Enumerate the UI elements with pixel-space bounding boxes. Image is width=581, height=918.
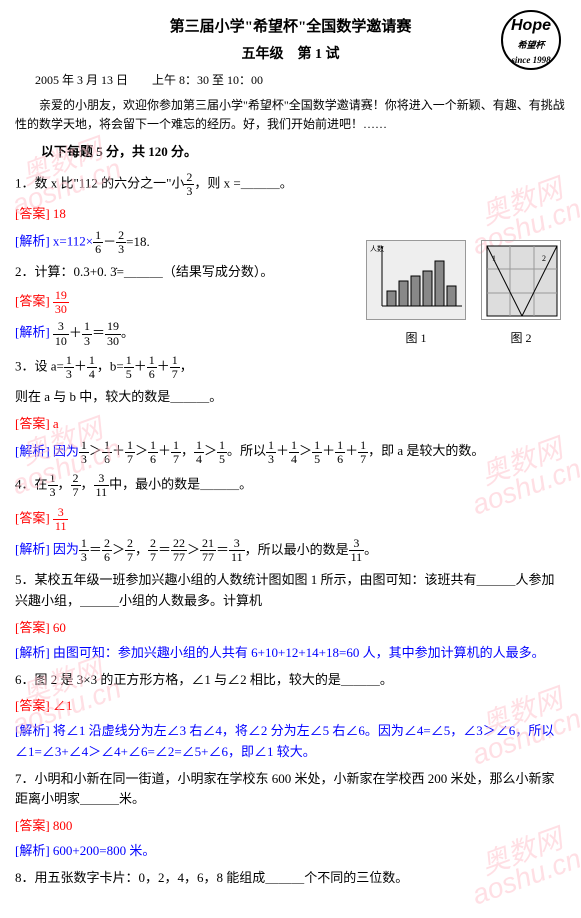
svg-text:1: 1 <box>492 254 496 263</box>
question-8: 8．用五张数字卡片：0，2，4，6，8 能组成＿＿＿个不同的三位数。 <box>15 868 566 889</box>
solution-4: [解析] 因为13＝26＞27，27＝2277＞2177＝311，所以最小的数是… <box>15 537 566 564</box>
answer-1: [答案] 18 <box>15 204 566 225</box>
logo-tag: since 1998 <box>503 53 559 67</box>
contest-subtitle: 五年级 第 1 试 <box>15 44 566 66</box>
fig2-label: 图 2 <box>481 329 561 348</box>
answer-6: [答案] ∠1 <box>15 696 566 717</box>
svg-text:人数: 人数 <box>370 244 384 253</box>
question-6: 6．图 2 是 3×3 的正方形方格，∠1 与∠2 相比，较大的是＿＿＿。 <box>15 670 566 691</box>
figure-2: 1 2 图 2 <box>481 240 561 348</box>
contest-date: 2005 年 3 月 13 日 上午 8：30 至 10：00 <box>35 71 566 90</box>
answer-5: [答案] 60 <box>15 618 566 639</box>
grid-diagram: 1 2 <box>481 240 561 320</box>
answer-7: [答案] 800 <box>15 816 566 837</box>
intro-text: 亲爱的小朋友，欢迎你参加第三届小学"希望杯"全国数学邀请赛！你将进入一个新颖、有… <box>15 96 566 134</box>
solution-3: [解析] 因为13＞16＋17＞16＋17，14＞15。所以13＋14＞15＋1… <box>15 439 566 466</box>
scoring-info: 以下每题 5 分，共 120 分。 <box>15 142 566 163</box>
logo-sub: 希望杯 <box>503 38 559 52</box>
question-4: 4．在13，27，311中，最小的数是＿＿＿。 <box>15 472 566 499</box>
logo: Hope 希望杯 since 1998 <box>501 10 561 70</box>
figure-1: 人数 图 1 <box>366 240 466 348</box>
question-3b: 则在 a 与 b 中，较大的数是＿＿＿。 <box>15 387 566 408</box>
svg-text:2: 2 <box>542 254 546 263</box>
answer-3: [答案] a <box>15 414 566 435</box>
figures: 人数 图 1 1 2 图 2 <box>366 240 561 348</box>
solution-5: [解析] 由图可知：参加兴趣小组的人共有 6+10+12+14+18=60 人，… <box>15 643 566 664</box>
bar-chart: 人数 <box>366 240 466 320</box>
answer-4: [答案] 311 <box>15 506 566 533</box>
logo-main: Hope <box>503 13 559 39</box>
fig1-label: 图 1 <box>366 329 466 348</box>
question-5: 5．某校五年级一班参加兴趣小组的人数统计图如图 1 所示，由图可知：该班共有＿＿… <box>15 570 566 612</box>
question-7: 7．小明和小新在同一街道，小明家在学校东 600 米处，小新家在学校西 200 … <box>15 769 566 811</box>
question-1: 1．数 x 比"112 的六分之一"小23，则 x =＿＿＿。 <box>15 171 566 198</box>
solution-6: [解析] 将∠1 沿虚线分为左∠3 右∠4，将∠2 分为左∠5 右∠6。因为∠4… <box>15 721 566 763</box>
solution-7: [解析] 600+200=800 米。 <box>15 841 566 862</box>
contest-title: 第三届小学"希望杯"全国数学邀请赛 <box>15 15 566 39</box>
question-3: 3．设 a=13＋14，b=15＋16＋17， <box>15 354 566 381</box>
